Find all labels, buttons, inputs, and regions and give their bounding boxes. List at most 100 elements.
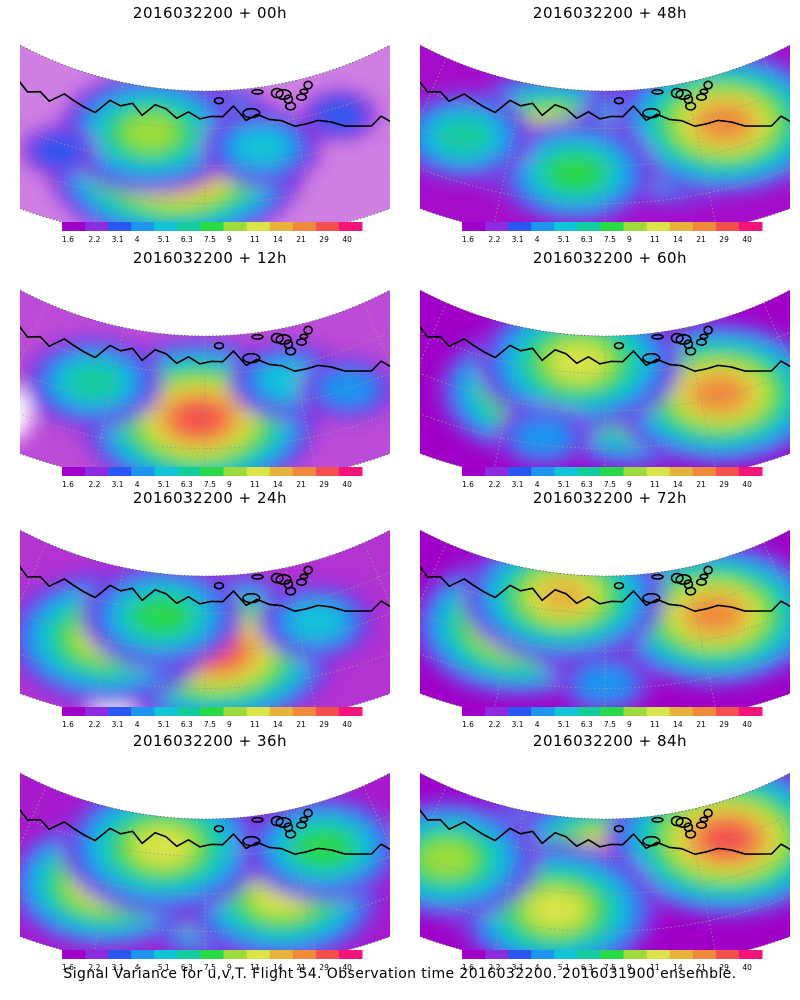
colorbar-swatch: [338, 222, 363, 231]
colorbar-swatch: [485, 950, 509, 959]
colorbar-tick-label: 2.2: [89, 480, 101, 489]
colorbar-swatch: [600, 950, 625, 959]
colorbar-swatch: [738, 950, 763, 959]
colorbar-swatch: [108, 950, 132, 959]
colorbar-swatch: [485, 707, 509, 716]
colorbar-tick-label: 11: [650, 963, 660, 972]
colorbar-swatch: [131, 707, 155, 716]
coastline: [20, 80, 390, 127]
colorbar-tick-label: 29: [319, 963, 329, 972]
colorbar-swatch: [623, 707, 648, 716]
colorbar-tick-label: 40: [742, 720, 752, 729]
colorbar-swatch: [223, 467, 248, 476]
colorbar-tick-label: 2.2: [489, 720, 501, 729]
coastline: [20, 325, 390, 372]
field-contour: [538, 579, 590, 614]
colorbar-tick-label: 1.6: [462, 720, 474, 729]
colorbar-tick-label: 1.6: [462, 963, 474, 972]
colorbar: 1.6 2.2 3.1 4 5.1 6.3 7.5 9 11 14 21 29 40: [62, 707, 363, 729]
colorbar-swatch: [531, 950, 555, 959]
graticule: [20, 785, 390, 950]
colorbar-swatch: [315, 467, 340, 476]
colorbar-swatch: [462, 467, 486, 476]
colorbar-swatch: [246, 950, 271, 959]
field-contour: [516, 419, 571, 456]
colorbar-swatch: [692, 707, 717, 716]
colorbar-tick-label: 3.1: [112, 235, 124, 244]
colorbar-swatch: [338, 467, 363, 476]
graticule: [420, 57, 790, 222]
colorbar-swatch: [108, 707, 132, 716]
graticule: [20, 302, 390, 467]
colorbar-swatch: [646, 707, 671, 716]
colorbar-tick-label: 14: [673, 720, 683, 729]
variance-map: [20, 26, 390, 222]
colorbar-swatch: [315, 707, 340, 716]
colorbar-swatch: [269, 467, 294, 476]
colorbar-swatch: [200, 950, 225, 959]
colorbar-swatch: [177, 222, 201, 231]
colorbar-swatch: [338, 707, 363, 716]
variance-map: [420, 26, 790, 222]
colorbar-tick-label: 11: [250, 235, 260, 244]
colorbar-tick-label: 29: [719, 720, 729, 729]
colorbar-tick-label: 4: [135, 235, 140, 244]
colorbar-swatch: [338, 950, 363, 959]
colorbar-swatch: [246, 222, 271, 231]
colorbar-swatch: [577, 467, 601, 476]
forecast-panel: 2016032200 + 72h 1.6 2.2 3.1 4 5.1 6.3 7.5 9 11 14…: [420, 485, 800, 730]
colorbar-swatch: [531, 707, 555, 716]
colorbar-swatch: [485, 222, 509, 231]
field-contour: [134, 597, 189, 634]
variance-map: [20, 511, 390, 707]
colorbar: 1.6 2.2 3.1 4 5.1 6.3 7.5 9 11 14 21 29 40: [462, 467, 763, 489]
colorbar-tick-label: 1.6: [462, 235, 474, 244]
colorbar-tick-label: 4: [535, 720, 540, 729]
colorbar: 1.6 2.2 3.1 4 5.1 6.3 7.5 9 11 14 21 29 40: [462, 222, 763, 244]
colorbar-swatch: [131, 467, 155, 476]
colorbar-swatch: [715, 950, 740, 959]
colorbar-swatch: [246, 467, 271, 476]
colorbar-swatch: [508, 222, 532, 231]
field-contour: [32, 132, 87, 169]
variance-map: [420, 271, 790, 467]
colorbar-tick-label: 3.1: [512, 480, 524, 489]
colorbar-swatch: [485, 467, 509, 476]
colorbar: 1.6 2.2 3.1 4 5.1 6.3 7.5 9 11 14 21 29 40: [462, 950, 763, 972]
colorbar-tick-label: 7.5: [604, 963, 616, 972]
colorbar: 1.6 2.2 3.1 4 5.1 6.3 7.5 9 11 14 21 29 40: [62, 950, 363, 972]
colorbar-tick-label: 4: [135, 720, 140, 729]
forecast-panel: 2016032200 + 60h 1.6 2.2 3.1 4 5.1 6.3 7.5 9 11 14…: [420, 245, 800, 490]
colorbar-swatch: [577, 707, 601, 716]
colorbar-tick-label: 4: [535, 963, 540, 972]
colorbar-tick-label: 40: [342, 480, 352, 489]
colorbar-tick-label: 2.2: [89, 720, 101, 729]
colorbar-swatch: [462, 950, 486, 959]
field-contour: [436, 118, 491, 155]
colorbar-tick-label: 14: [273, 235, 283, 244]
colorbar-swatch: [62, 222, 86, 231]
colorbar: 1.6 2.2 3.1 4 5.1 6.3 7.5 9 11 14 21 29 40: [62, 222, 363, 244]
colorbar-swatch: [177, 707, 201, 716]
colorbar-swatch: [715, 467, 740, 476]
colorbar-swatch: [669, 950, 694, 959]
field-contour: [234, 129, 289, 166]
colorbar-tick-label: 14: [673, 963, 683, 972]
colorbar-tick-label: 9: [227, 235, 232, 244]
coastline: [420, 565, 790, 612]
colorbar-tick-label: 4: [535, 235, 540, 244]
colorbar-swatch: [223, 707, 248, 716]
colorbar-tick-label: 2.2: [489, 480, 501, 489]
colorbar-swatch: [600, 707, 625, 716]
colorbar-tick-label: 5.1: [158, 963, 170, 972]
colorbar-swatch: [623, 222, 648, 231]
colorbar-swatch: [62, 950, 86, 959]
colorbar-swatch: [715, 707, 740, 716]
colorbar: 1.6 2.2 3.1 4 5.1 6.3 7.5 9 11 14 21 29 40: [62, 467, 363, 489]
colorbar-swatch: [646, 222, 671, 231]
colorbar-tick-label: 5.1: [158, 480, 170, 489]
colorbar-tick-label: 2.2: [489, 235, 501, 244]
colorbar-tick-label: 3.1: [512, 963, 524, 972]
colorbar-swatch: [269, 222, 294, 231]
field-contour: [66, 364, 121, 401]
